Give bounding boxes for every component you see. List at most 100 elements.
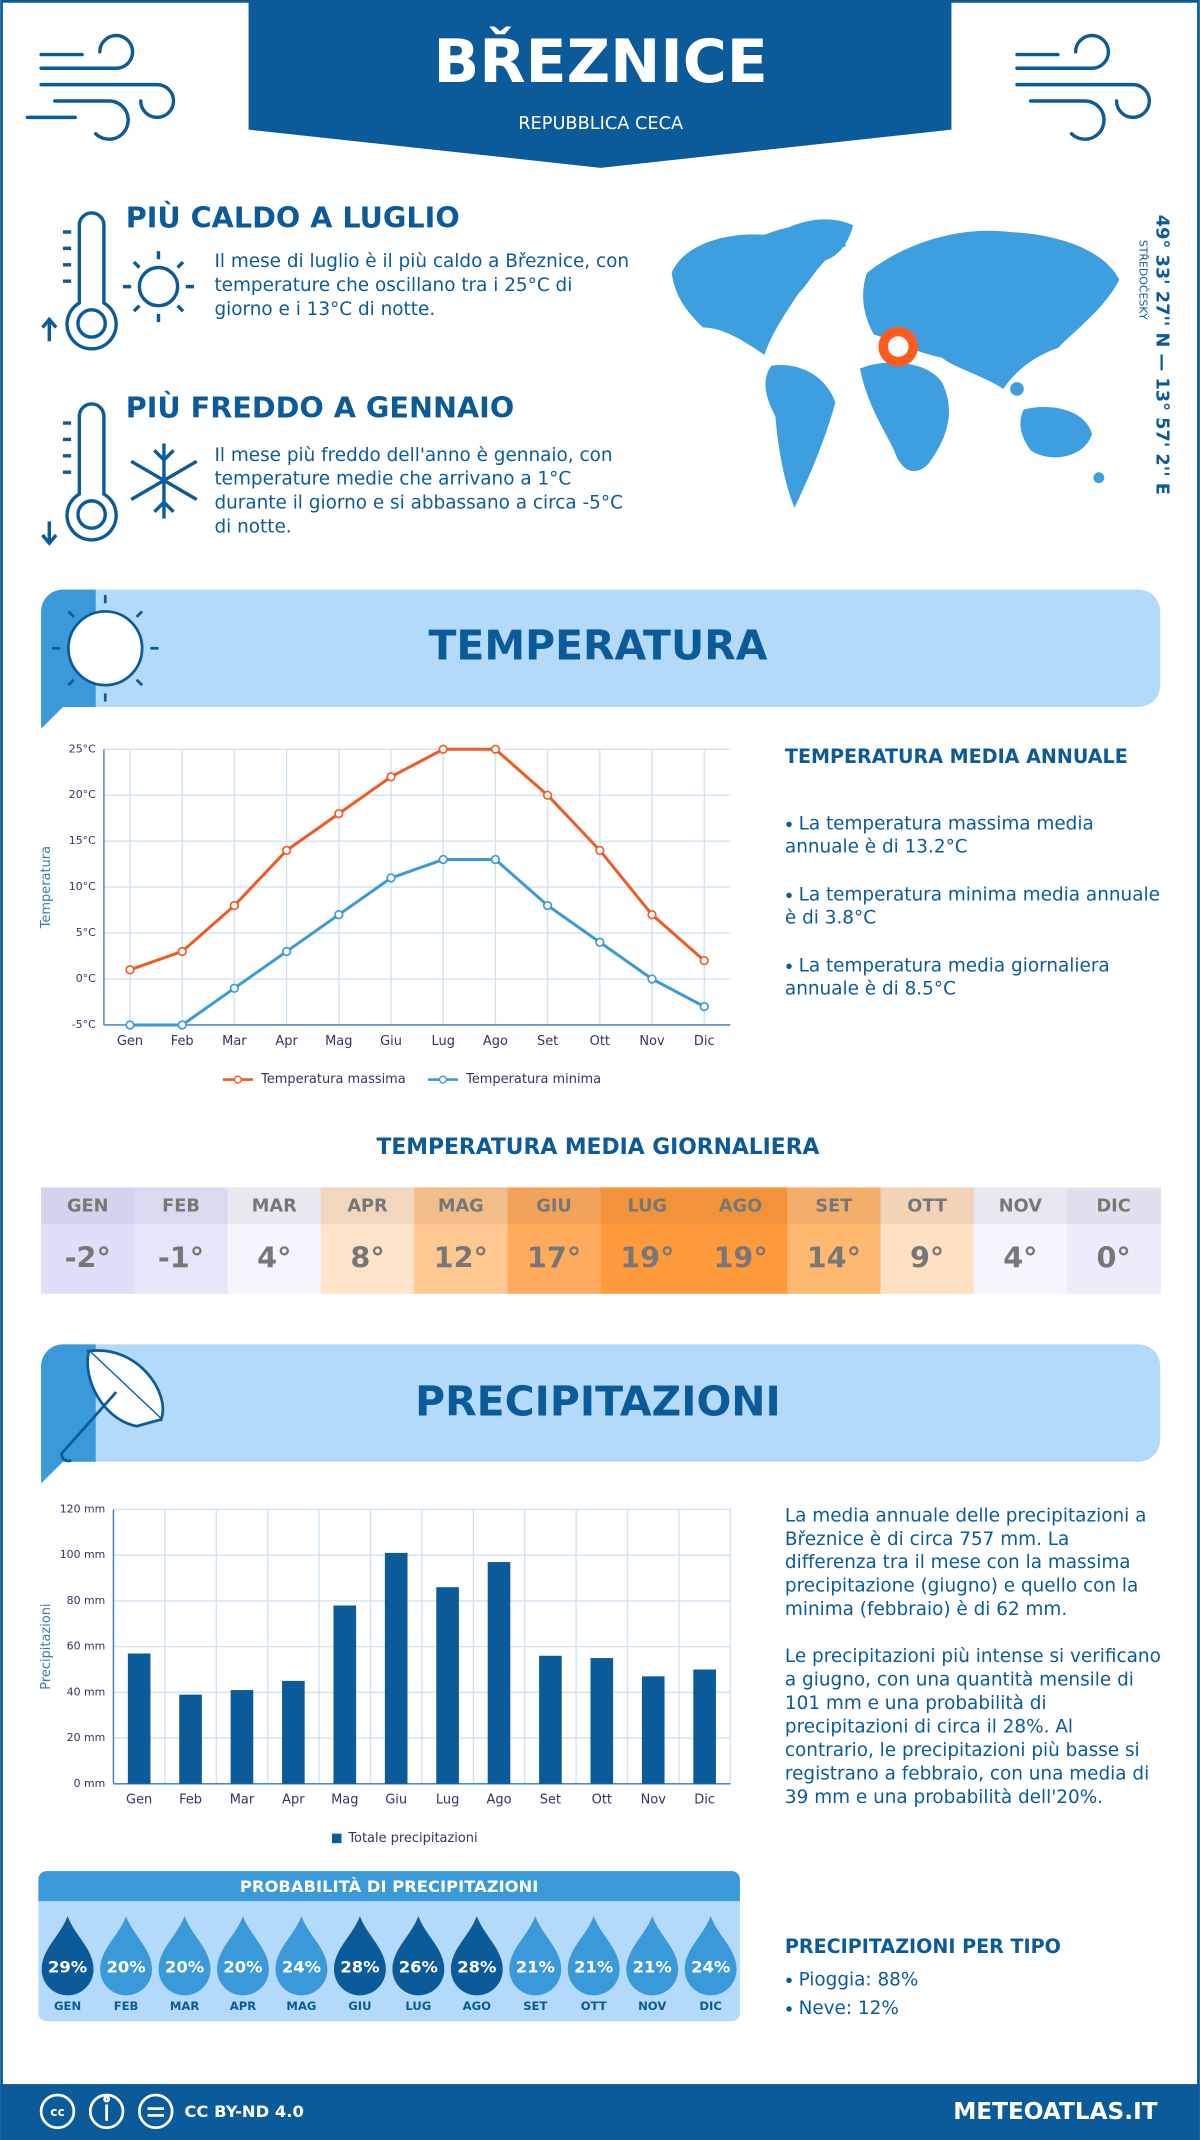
y-tick-label: 20°C [69,788,96,801]
precip-text: La media annuale delle precipitazioni a [785,1505,1146,1526]
drop [567,1916,620,1996]
header-title: BŘEZNICE [434,25,768,97]
table-cell [1066,1187,1161,1294]
fact-text: di notte. [214,516,291,537]
table-cell [134,1187,229,1294]
table-header-shade [693,1187,788,1225]
x-tick-label: Dic [694,1034,715,1049]
probability-box [38,1871,740,2022]
drop [275,1916,328,1996]
y-tick-label: 25°C [69,742,96,755]
legend-swatch [233,1075,243,1084]
bar [282,1680,305,1784]
fact-title: PIÙ FREDDO A GENNAIO [126,390,514,424]
y-tick-label: 20 mm [67,1731,106,1744]
table-cell [973,1187,1068,1294]
x-tick-label: Nov [641,1793,667,1808]
bullet [786,2006,792,2012]
month-label: MAR [252,1196,297,1216]
summary-text: annuale è di 13.2°C [785,837,968,858]
line [129,747,706,972]
precip-text: 101 mm e una probabilità di [785,1693,1047,1714]
banner-corner [41,1344,96,1484]
daily-title: TEMPERATURA MEDIA GIORNALIERA [376,1135,819,1160]
x-tick-label: Ago [486,1793,511,1808]
precip-text: Březnice è di circa 757 mm. La [785,1529,1069,1550]
fact-text: temperature medie che arrivano a 1°C [214,469,571,490]
x-tick-label: Giu [385,1793,407,1808]
summary-text: annuale è di 8.5°C [785,978,956,999]
point [699,955,709,966]
drop-month: OTT [581,1999,607,2013]
x-tick-label: Feb [179,1793,202,1808]
drop [100,1916,153,1996]
x-tick-label: Set [540,1793,561,1808]
y-tick-label: 15°C [69,834,96,847]
x-tick-label: Giu [380,1034,402,1049]
point [595,845,605,855]
drop-month: APR [230,1999,256,2013]
point [542,900,553,911]
table-cell [41,1187,136,1294]
drop [509,1916,562,1996]
table-header-shade [1066,1187,1161,1225]
table-header-shade [507,1187,602,1225]
drop-month: DIC [699,1999,721,2013]
daily-value: 9° [910,1241,944,1275]
bar [384,1552,408,1784]
drop-label: 28% [457,1958,496,1977]
precip-text: Le precipitazioni più intense si verific… [785,1646,1161,1667]
wind-icon-right [1015,33,1151,141]
precip-text: precipitazioni di circa il 28%. Al [785,1717,1073,1738]
coordinates: 49° 33' 27'' N — 13° 57' 2'' E [1152,215,1172,495]
bar [230,1690,254,1784]
daily-value: 4° [257,1241,291,1275]
point [281,845,292,855]
table-header-shade [600,1187,695,1225]
point [229,983,240,993]
precip-text: differenza tra il mese con la massima [785,1552,1131,1573]
drop-label: 24% [691,1958,730,1977]
fact-text: durante il giorno e si abbassano a circa… [214,493,623,514]
type-item: Pioggia: 88% [799,1969,919,1990]
drop-label: 20% [165,1958,204,1977]
license: CC BY-ND 4.0 [184,2102,303,2121]
drop [392,1916,445,1996]
bar [487,1562,511,1784]
x-tick-label: Mag [331,1793,358,1808]
table-header-shade [787,1187,882,1225]
precip-text: a giugno, con una quantità mensile di [785,1670,1134,1691]
daily-value: 4° [1003,1241,1037,1275]
drop-month: GEN [54,1999,81,2013]
y-axis-label: Precipitazioni [39,1603,54,1689]
y-tick-label: 60 mm [67,1640,106,1653]
month-label: GIU [536,1196,572,1216]
table-header-shade [320,1187,415,1225]
point [125,1020,135,1030]
line [129,858,705,1027]
y-tick-label: 120 mm [60,1502,106,1515]
section-title: PRECIPITAZIONI [415,1377,781,1425]
summary-text: La temperatura massima media [799,813,1094,834]
point [595,937,605,947]
drop [41,1916,94,1996]
drop-label: 20% [223,1958,262,1977]
table-header-shade [41,1187,136,1225]
x-tick-label: Gen [117,1034,143,1049]
precipitation-banner [41,1344,1161,1462]
precip-text: 39 mm e una probabilità dell'20%. [785,1787,1103,1808]
legend-swatch [331,1833,342,1844]
wind-icon-left [25,33,176,141]
drop-label: 21% [574,1958,613,1977]
x-tick-label: Ott [590,1034,610,1049]
month-label: LUG [627,1196,667,1216]
point [177,946,187,957]
month-label: NOV [999,1196,1042,1216]
month-label: AGO [719,1196,762,1216]
drop-label: 26% [399,1958,438,1977]
drop-month: MAG [286,1999,316,2013]
month-label: MAG [438,1196,484,1216]
point [334,808,344,819]
bar [693,1669,716,1784]
point [386,772,396,782]
